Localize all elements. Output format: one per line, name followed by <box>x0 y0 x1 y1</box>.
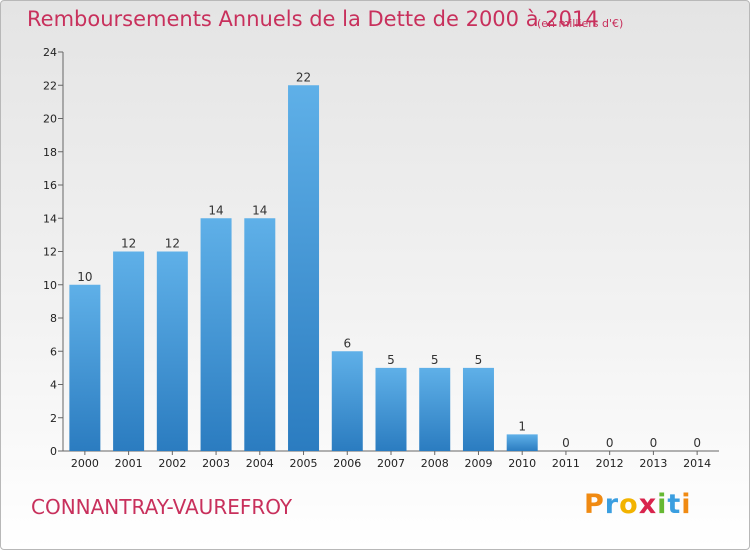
bar <box>506 434 538 451</box>
bar-value-label: 0 <box>606 436 614 450</box>
x-tick-label: 2008 <box>421 457 449 470</box>
y-tick-label: 12 <box>43 246 57 259</box>
x-tick-label: 2011 <box>552 457 580 470</box>
bar-value-label: 0 <box>693 436 701 450</box>
x-tick-label: 2009 <box>464 457 492 470</box>
bar <box>419 367 451 451</box>
bar-value-label: 14 <box>208 203 223 217</box>
bar-value-label: 5 <box>475 353 483 367</box>
y-tick-label: 24 <box>43 46 57 59</box>
x-tick-label: 2006 <box>333 457 361 470</box>
y-tick-label: 2 <box>50 412 57 425</box>
x-tick-label: 2013 <box>639 457 667 470</box>
bar-value-label: 12 <box>121 237 136 251</box>
x-tick-label: 2012 <box>596 457 624 470</box>
x-tick-label: 2007 <box>377 457 405 470</box>
bar-value-label: 0 <box>562 436 570 450</box>
city-name: CONNANTRAY-VAUREFROY <box>31 495 293 519</box>
bar-value-label: 12 <box>165 237 180 251</box>
x-tick-label: 2000 <box>71 457 99 470</box>
y-tick-label: 20 <box>43 113 57 126</box>
bar <box>331 351 363 451</box>
x-tick-label: 2010 <box>508 457 536 470</box>
y-tick-label: 18 <box>43 146 57 159</box>
bar <box>69 284 101 451</box>
y-tick-label: 14 <box>43 212 57 225</box>
bar <box>462 367 494 451</box>
bar-value-label: 5 <box>431 353 439 367</box>
chart-subtitle: (en milliers d'€) <box>537 17 624 30</box>
x-tick-label: 2004 <box>246 457 274 470</box>
y-tick-label: 4 <box>50 379 57 392</box>
bar-value-label: 22 <box>296 70 311 84</box>
y-tick-label: 8 <box>50 312 57 325</box>
bar <box>244 218 276 451</box>
bar <box>288 85 320 451</box>
bar <box>156 251 188 451</box>
proxiti-logo: Proxiti <box>584 489 692 520</box>
bar-value-label: 10 <box>77 270 92 284</box>
y-tick-label: 0 <box>50 445 57 458</box>
chart-title: Remboursements Annuels de la Dette de 20… <box>27 7 599 31</box>
x-tick-label: 2002 <box>158 457 186 470</box>
x-tick-label: 2014 <box>683 457 711 470</box>
bar <box>375 367 407 451</box>
y-tick-label: 22 <box>43 79 57 92</box>
bar-value-label: 1 <box>518 419 526 433</box>
bar-value-label: 5 <box>387 353 395 367</box>
y-tick-label: 6 <box>50 345 57 358</box>
y-tick-label: 10 <box>43 279 57 292</box>
bar-value-label: 6 <box>343 336 351 350</box>
bar-value-label: 0 <box>650 436 658 450</box>
bar <box>200 218 232 451</box>
bar <box>113 251 145 451</box>
x-tick-label: 2005 <box>290 457 318 470</box>
bar-value-label: 14 <box>252 203 267 217</box>
x-tick-label: 2001 <box>115 457 143 470</box>
x-tick-label: 2003 <box>202 457 230 470</box>
y-tick-label: 16 <box>43 179 57 192</box>
